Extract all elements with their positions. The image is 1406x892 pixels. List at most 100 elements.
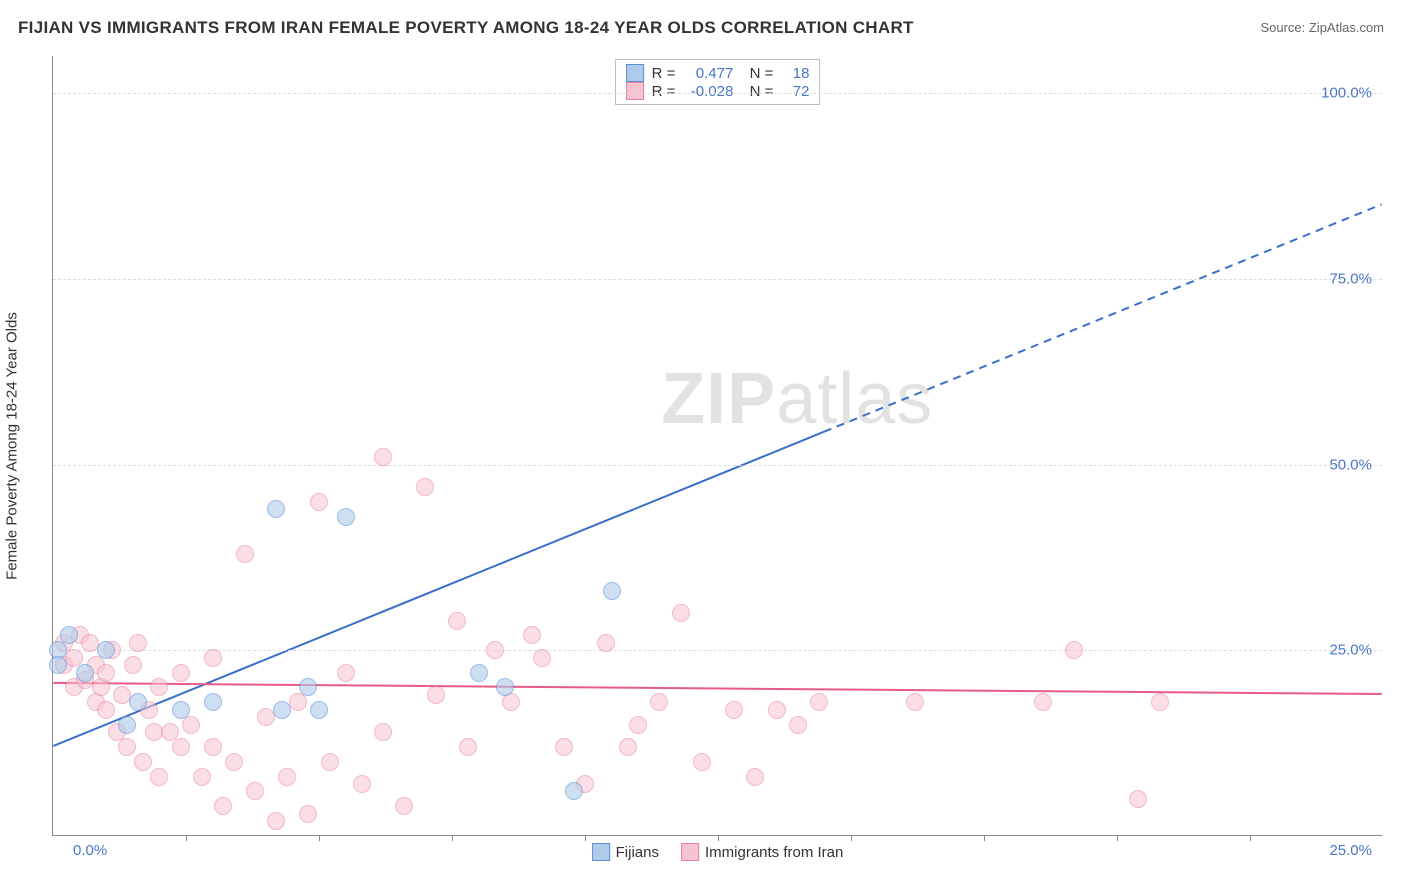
gridline <box>53 93 1382 94</box>
data-point <box>789 716 807 734</box>
data-point <box>448 612 466 630</box>
data-point <box>1129 790 1147 808</box>
data-point <box>214 797 232 815</box>
x-tick <box>319 835 320 841</box>
data-point <box>204 649 222 667</box>
y-tick-label: 100.0% <box>1321 85 1372 102</box>
data-point <box>129 693 147 711</box>
data-point <box>97 701 115 719</box>
data-point <box>1034 693 1052 711</box>
x-origin-label: 0.0% <box>73 842 107 859</box>
data-point <box>1065 641 1083 659</box>
y-tick-label: 25.0% <box>1329 642 1372 659</box>
data-point <box>299 678 317 696</box>
x-tick <box>851 835 852 841</box>
data-point <box>172 701 190 719</box>
legend: Fijians Immigrants from Iran <box>592 843 844 861</box>
data-point <box>565 782 583 800</box>
data-point <box>182 716 200 734</box>
data-point <box>97 641 115 659</box>
data-point <box>273 701 291 719</box>
stats-box: R =0.477 N =18R =-0.028 N =72 <box>615 59 821 105</box>
data-point <box>523 626 541 644</box>
data-point <box>496 678 514 696</box>
data-point <box>603 582 621 600</box>
data-point <box>746 768 764 786</box>
y-tick-label: 75.0% <box>1329 270 1372 287</box>
data-point <box>310 493 328 511</box>
data-point <box>427 686 445 704</box>
x-tick <box>1117 835 1118 841</box>
chart-title: FIJIAN VS IMMIGRANTS FROM IRAN FEMALE PO… <box>18 18 914 38</box>
stats-swatch <box>626 64 644 82</box>
stat-n-key: N = <box>741 65 773 82</box>
data-point <box>470 664 488 682</box>
data-point <box>150 768 168 786</box>
data-point <box>225 753 243 771</box>
x-tick <box>186 835 187 841</box>
data-point <box>289 693 307 711</box>
data-point <box>533 649 551 667</box>
x-max-label: 25.0% <box>1329 842 1372 859</box>
stat-r-val: 0.477 <box>683 65 733 82</box>
data-point <box>134 753 152 771</box>
data-point <box>555 738 573 756</box>
watermark-atlas: atlas <box>776 359 933 439</box>
data-point <box>299 805 317 823</box>
legend-label: Immigrants from Iran <box>705 844 843 861</box>
gridline <box>53 465 1382 466</box>
data-point <box>172 664 190 682</box>
stats-swatch <box>626 82 644 100</box>
stats-row: R =-0.028 N =72 <box>626 82 810 100</box>
stat-n-key: N = <box>741 83 773 100</box>
data-point <box>693 753 711 771</box>
data-point <box>118 716 136 734</box>
data-point <box>97 664 115 682</box>
data-point <box>278 768 296 786</box>
data-point <box>395 797 413 815</box>
data-point <box>629 716 647 734</box>
x-tick <box>1250 835 1251 841</box>
watermark: ZIPatlas <box>661 358 933 440</box>
data-point <box>672 604 690 622</box>
data-point <box>49 656 67 674</box>
y-tick-label: 50.0% <box>1329 456 1372 473</box>
legend-swatch <box>681 843 699 861</box>
trend-line-solid <box>53 683 1381 694</box>
data-point <box>416 478 434 496</box>
data-point <box>129 634 147 652</box>
data-point <box>246 782 264 800</box>
data-point <box>650 693 668 711</box>
data-point <box>725 701 743 719</box>
stat-n-val: 72 <box>781 83 809 100</box>
trend-lines-svg <box>53 56 1382 835</box>
gridline <box>53 279 1382 280</box>
data-point <box>321 753 339 771</box>
data-point <box>204 738 222 756</box>
data-point <box>60 626 78 644</box>
data-point <box>1151 693 1169 711</box>
data-point <box>597 634 615 652</box>
trend-line-dashed <box>824 204 1382 431</box>
data-point <box>459 738 477 756</box>
data-point <box>236 545 254 563</box>
data-point <box>267 812 285 830</box>
source-attribution: Source: ZipAtlas.com <box>1260 20 1384 35</box>
legend-item: Fijians <box>592 843 659 861</box>
data-point <box>267 500 285 518</box>
stats-row: R = 0.477 N = 18 <box>626 64 810 82</box>
legend-swatch <box>592 843 610 861</box>
data-point <box>353 775 371 793</box>
stat-r-key: R = <box>652 65 676 82</box>
data-point <box>204 693 222 711</box>
data-point <box>150 678 168 696</box>
data-point <box>374 448 392 466</box>
data-point <box>768 701 786 719</box>
stat-n-val: 18 <box>781 65 809 82</box>
data-point <box>810 693 828 711</box>
stat-r-key: R = <box>652 83 676 100</box>
data-point <box>76 664 94 682</box>
data-point <box>172 738 190 756</box>
data-point <box>193 768 211 786</box>
data-point <box>486 641 504 659</box>
